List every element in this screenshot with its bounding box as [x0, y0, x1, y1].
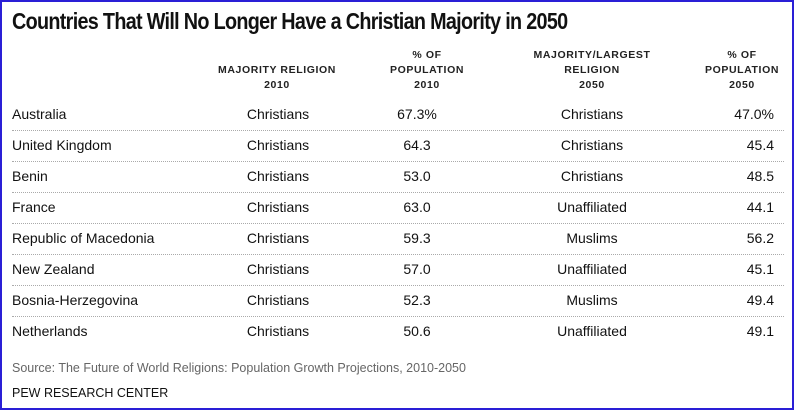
religion-2050-cell: Unaffiliated	[557, 323, 627, 339]
pct-2050-cell: 49.4	[746, 292, 774, 308]
religion-2050-cell: Muslims	[566, 292, 618, 308]
table-row: Benin Christians 53.0 Christians 48.5	[12, 161, 784, 193]
header-line: % OF	[412, 49, 442, 61]
country-cell: Australia	[12, 106, 67, 122]
pct-2050-cell: 44.1	[746, 199, 774, 215]
pct-2050-cell: 56.2	[746, 230, 774, 246]
religion-2010-cell: Christians	[246, 137, 310, 153]
country-cell: Benin	[12, 168, 48, 184]
table-row: Bosnia-Herzegovina Christians 52.3 Muslims 4…	[12, 285, 784, 317]
header-pct-2050: % OF POPULATION 2050	[697, 48, 787, 93]
header-line: POPULATION	[389, 64, 465, 76]
header-line: POPULATION	[704, 64, 780, 76]
pct-2010-cell: 52.3	[403, 292, 431, 308]
header-line: MAJORITY RELIGION	[218, 64, 336, 76]
header-religion-2050: MAJORITY/LARGEST RELIGION 2050	[517, 48, 667, 93]
pct-2050-cell: 45.1	[746, 261, 774, 277]
religion-2050-cell: Christians	[560, 106, 624, 122]
country-cell: Bosnia-Herzegovina	[12, 292, 139, 308]
religion-2010-cell: Christians	[246, 106, 310, 122]
pct-2010-cell: 67.3%	[397, 106, 437, 122]
religion-2010-cell: Christians	[246, 199, 310, 215]
country-cell: Netherlands	[12, 323, 88, 339]
religion-2010-cell: Christians	[246, 261, 310, 277]
religion-2010-cell: Christians	[246, 168, 310, 184]
religion-2010-cell: Christians	[246, 292, 310, 308]
header-majority-religion-2010: MAJORITY RELIGION 2010	[207, 63, 347, 93]
pct-2010-cell: 63.0	[403, 199, 431, 215]
header-line: 2010	[414, 79, 440, 91]
pct-2010-cell: 50.6	[403, 323, 431, 339]
header-line: 2010	[264, 79, 290, 91]
pct-2050-cell: 48.5	[746, 168, 774, 184]
pct-2010-cell: 57.0	[403, 261, 431, 277]
country-cell: New Zealand	[12, 261, 95, 277]
table-title: Countries That Will No Longer Have a Chr…	[12, 8, 568, 34]
table-row: Netherlands Christians 50.6 Unaffiliated 49.…	[12, 316, 784, 347]
pct-2010-cell: 64.3	[403, 137, 431, 153]
header-pct-2010: % OF POPULATION 2010	[377, 48, 477, 93]
pct-2050-cell: 49.1	[746, 323, 774, 339]
country-cell: Republic of Macedonia	[12, 230, 155, 246]
brand-label: PEW RESEARCH CENTER	[12, 386, 169, 400]
header-line: 2050	[579, 79, 605, 91]
country-cell: France	[12, 199, 56, 215]
pct-2010-cell: 59.3	[403, 230, 431, 246]
source-note: Source: The Future of World Religions: P…	[12, 361, 466, 375]
table-row: Australia Christians 67.3% Christians 47.0%	[12, 99, 784, 131]
header-line: RELIGION	[564, 64, 620, 76]
religion-2050-cell: Unaffiliated	[557, 199, 627, 215]
table-row: France Christians 63.0 Unaffiliated 44.1	[12, 192, 784, 224]
religion-2050-cell: Unaffiliated	[557, 261, 627, 277]
header-line: % OF	[727, 49, 757, 61]
country-cell: United Kingdom	[12, 137, 112, 153]
header-line: 2050	[729, 79, 755, 91]
header-line: MAJORITY/LARGEST	[533, 49, 651, 61]
religion-2010-cell: Christians	[246, 230, 310, 246]
table-row: United Kingdom Christians 64.3 Christians 45…	[12, 130, 784, 162]
religion-2050-cell: Christians	[560, 168, 624, 184]
pct-2050-cell: 45.4	[746, 137, 774, 153]
religion-2050-cell: Christians	[560, 137, 624, 153]
pct-2050-cell: 47.0%	[734, 106, 774, 122]
religion-2010-cell: Christians	[246, 323, 310, 339]
pct-2010-cell: 53.0	[403, 168, 431, 184]
table-row: New Zealand Christians 57.0 Unaffiliated 45.…	[12, 254, 784, 286]
religion-2050-cell: Muslims	[566, 230, 618, 246]
table-row: Republic of Macedonia Christians 59.3 Musli…	[12, 223, 784, 255]
